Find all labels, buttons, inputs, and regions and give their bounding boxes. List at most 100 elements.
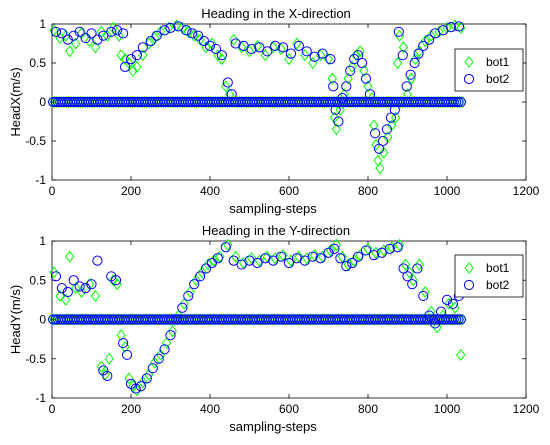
point-bot1	[420, 286, 430, 299]
point-bot1	[124, 372, 134, 385]
point-bot1	[337, 250, 347, 263]
point-bot2	[455, 96, 466, 108]
legend-label-bot2: bot2	[486, 72, 510, 86]
point-bot1	[128, 64, 138, 77]
point-bot2	[254, 42, 265, 53]
point-bot2	[299, 255, 310, 266]
x-tick-label: 0	[49, 184, 56, 198]
point-bot2	[368, 250, 380, 261]
legend-marker-bot2	[463, 73, 475, 85]
point-bot2	[356, 57, 368, 69]
point-bot2	[347, 257, 358, 269]
point-bot1	[432, 321, 442, 334]
point-bot2	[204, 40, 216, 51]
point-bot2	[453, 21, 464, 32]
point-bot2	[323, 247, 334, 258]
point-bot1	[61, 29, 71, 42]
point-bot1	[150, 356, 160, 369]
point-bot1	[387, 241, 397, 254]
point-bot1	[262, 250, 272, 263]
x-tick-label: 800	[358, 184, 378, 198]
legend-marker-bot2	[463, 279, 475, 291]
y-tick-label: -0.5	[25, 352, 46, 366]
point-bot2	[445, 22, 457, 33]
point-bot1	[375, 162, 385, 175]
point-bot2	[151, 30, 162, 41]
point-bot2	[315, 253, 326, 264]
x-tick-label: 600	[279, 184, 299, 198]
point-bot2	[165, 22, 176, 33]
point-bot1	[161, 337, 172, 350]
point-bot1	[331, 123, 342, 136]
point-bot2	[377, 135, 389, 147]
point-bot2	[147, 363, 158, 374]
point-bot1	[420, 35, 430, 48]
point-bot1	[49, 24, 59, 37]
point-bot2	[50, 26, 62, 37]
legend-marker-bot1	[464, 56, 474, 68]
point-bot2	[285, 48, 297, 59]
point-bot1	[221, 80, 231, 93]
x-tick-label: 400	[200, 184, 220, 198]
series-bot2	[48, 242, 466, 394]
point-bot2	[222, 77, 233, 88]
point-bot1	[260, 49, 270, 62]
point-bot2	[276, 251, 287, 262]
point-bot1	[450, 301, 460, 314]
point-bot1	[167, 325, 178, 338]
point-bot1	[120, 340, 130, 353]
point-bot2	[74, 26, 85, 37]
point-bot2	[328, 81, 339, 92]
point-bot2	[335, 253, 346, 264]
x-tick-label: 600	[279, 402, 299, 416]
point-bot1	[195, 33, 205, 46]
point-bot1	[104, 352, 114, 365]
point-bot2	[80, 283, 91, 294]
point-bot1	[426, 29, 436, 42]
point-bot2	[360, 245, 372, 256]
point-bot2	[200, 263, 212, 274]
point-bot1	[102, 29, 112, 42]
point-bot1	[434, 25, 444, 38]
x-tick-label: 0	[49, 402, 56, 416]
series-bot2	[48, 21, 466, 154]
point-bot1	[455, 95, 465, 109]
point-bot2	[112, 25, 123, 36]
point-bot1	[191, 274, 201, 287]
point-bot1	[359, 64, 369, 77]
point-bot1	[410, 53, 421, 66]
y-tick-label: -1	[35, 173, 46, 187]
point-bot1	[457, 95, 467, 109]
point-bot2	[226, 89, 237, 100]
point-bot1	[90, 289, 101, 302]
point-bot1	[65, 250, 75, 263]
point-bot2	[301, 46, 312, 57]
point-bot1	[49, 266, 59, 279]
point-bot2	[153, 353, 164, 364]
point-bot2	[86, 279, 97, 290]
point-bot1	[414, 258, 424, 271]
point-bot1	[300, 49, 310, 62]
point-bot2	[270, 40, 281, 51]
point-bot2	[125, 54, 137, 65]
point-bot2	[260, 253, 271, 264]
point-bot2	[189, 279, 200, 290]
point-bot1	[329, 111, 340, 124]
point-bot1	[379, 146, 389, 159]
point-bot2	[68, 275, 79, 286]
point-bot2	[130, 383, 141, 394]
point-bot2	[262, 46, 273, 57]
legend: bot1 bot2	[454, 48, 524, 92]
point-bot2	[119, 61, 131, 73]
point-bot2	[291, 253, 302, 264]
point-bot2	[455, 314, 466, 325]
legend-box	[454, 48, 524, 92]
chart-title: Heading in the Y-direction	[202, 223, 350, 238]
point-bot1	[404, 266, 415, 279]
point-bot1	[331, 238, 342, 251]
point-bot1	[124, 56, 134, 70]
point-bot2	[398, 263, 409, 274]
point-bot1	[90, 41, 101, 54]
point-bot1	[456, 348, 466, 361]
